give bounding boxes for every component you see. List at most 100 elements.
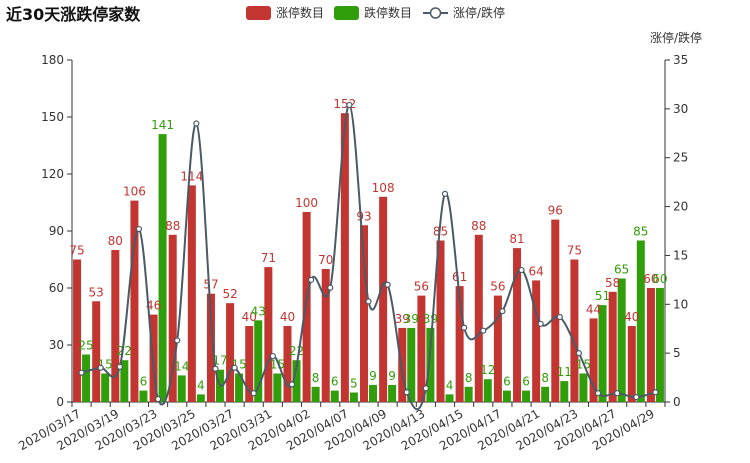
bar-labels: 7553801064688114575240714010070152931083… [69,97,667,392]
legend-label[interactable]: 跌停数目 [364,5,412,20]
legend-label[interactable]: 涨停/跌停 [453,5,505,20]
limit-down-bar[interactable] [273,373,282,403]
ratio-point[interactable] [461,324,468,331]
ratio-point[interactable] [269,352,276,360]
ratio-point[interactable] [193,120,200,127]
ratio-point[interactable] [365,298,372,305]
limit-up-bar[interactable] [646,288,655,402]
limit-down-bar[interactable] [541,386,550,402]
limit-up-bar[interactable] [111,250,120,402]
limit-up-bar[interactable] [226,303,235,402]
limit-up-bar[interactable] [570,259,579,403]
limit-down-bar[interactable] [617,278,626,403]
limit-down-bar[interactable] [235,373,244,403]
limit-up-bar[interactable] [513,248,522,402]
limit-down-bar[interactable] [464,386,473,402]
limit-down-bar[interactable] [254,320,263,402]
limit-down-bar[interactable] [502,390,511,402]
ratio-point[interactable] [614,390,621,397]
limit-down-bar[interactable] [598,305,607,402]
ratio-point[interactable] [346,101,353,109]
limit-up-bar[interactable] [302,212,311,402]
limit-up-bar[interactable] [130,200,139,402]
limit-down-bar[interactable] [158,134,167,402]
limit-up-bar[interactable] [206,293,215,402]
ratio-point[interactable] [633,394,640,401]
limit-down-bar[interactable] [120,360,129,402]
ratio-point[interactable] [250,390,257,397]
limit-up-bar[interactable] [398,327,407,402]
limit-down-bar[interactable] [636,240,645,403]
limit-up-bar[interactable] [168,234,177,402]
limit-down-bar[interactable] [483,379,492,402]
ratio-point[interactable] [480,327,487,334]
limit-up-bar[interactable] [245,326,254,402]
limit-down-bar[interactable] [655,288,664,402]
ratio-point[interactable] [231,364,238,371]
ratio-point[interactable] [518,266,525,274]
limit-down-bar[interactable] [560,381,569,402]
limit-up-bar-label: 53 [89,285,104,299]
limit-up-bar[interactable] [493,295,502,402]
limit-up-bar[interactable] [627,326,636,402]
limit-up-bar[interactable] [455,286,464,402]
ratio-point[interactable] [308,276,315,283]
limit-up-bar[interactable] [73,259,82,403]
ratio-point[interactable] [78,369,85,376]
ratio-point[interactable] [594,390,602,397]
limit-down-bar[interactable] [330,390,339,402]
ratio-point[interactable] [556,313,563,321]
ratio-point[interactable] [154,395,162,403]
ratio-point[interactable] [537,320,544,327]
limit-down-bar[interactable] [579,373,588,403]
limit-down-bar[interactable] [139,390,148,402]
ratio-point[interactable] [403,389,410,396]
limit-up-bar[interactable] [551,219,560,402]
ratio-point[interactable] [135,225,143,233]
ratio-point[interactable] [441,190,449,197]
limit-up-bar[interactable] [589,318,598,402]
limit-up-bar[interactable] [436,240,445,403]
limit-up-bar[interactable] [92,301,101,402]
ratio-point[interactable] [97,364,104,371]
ratio-point[interactable] [174,337,181,344]
legend-label[interactable]: 涨停数目 [276,5,324,20]
limit-down-bar[interactable] [196,394,205,402]
limit-down-bar[interactable] [177,375,186,402]
limit-up-bar[interactable] [321,269,330,402]
ratio-point[interactable] [116,363,123,370]
limit-up-bar[interactable] [283,326,292,402]
ratio-point[interactable] [384,281,391,288]
ratio-point[interactable] [212,365,219,372]
limit-down-bar[interactable] [82,354,91,403]
ratio-point[interactable] [422,385,429,392]
legend-swatch[interactable] [334,6,359,20]
legend-swatch-marker[interactable] [429,7,442,19]
ratio-point[interactable] [575,350,583,357]
limit-up-bar[interactable] [608,291,617,402]
limit-up-bar[interactable] [360,225,368,402]
limit-up-bar[interactable] [532,280,541,402]
limit-down-bar[interactable] [522,390,531,402]
limit-down-bar[interactable] [426,327,435,402]
limit-down-bar[interactable] [101,373,110,403]
ratio-point[interactable] [652,389,659,396]
limit-up-bar[interactable] [474,234,483,402]
ratio-point[interactable] [499,308,506,315]
limit-down-bar[interactable] [292,360,301,402]
legend-swatch[interactable] [246,6,271,20]
limit-up-bar[interactable] [417,295,426,402]
limit-down-bar[interactable] [311,386,320,402]
limit-up-bar[interactable] [264,267,273,402]
limit-up-bar[interactable] [187,185,196,402]
limit-down-bar[interactable] [388,384,397,402]
limit-down-bar[interactable] [407,327,416,402]
limit-up-bar[interactable] [340,113,349,402]
limit-down-bar[interactable] [349,392,358,403]
limit-down-bar[interactable] [445,394,454,402]
legend[interactable]: 涨停数目 跌停数目 涨停/跌停 [246,5,505,20]
limit-down-bar[interactable] [369,384,377,402]
ratio-point[interactable] [288,381,296,388]
limit-up-bar[interactable] [379,196,388,402]
ratio-point[interactable] [327,284,334,291]
